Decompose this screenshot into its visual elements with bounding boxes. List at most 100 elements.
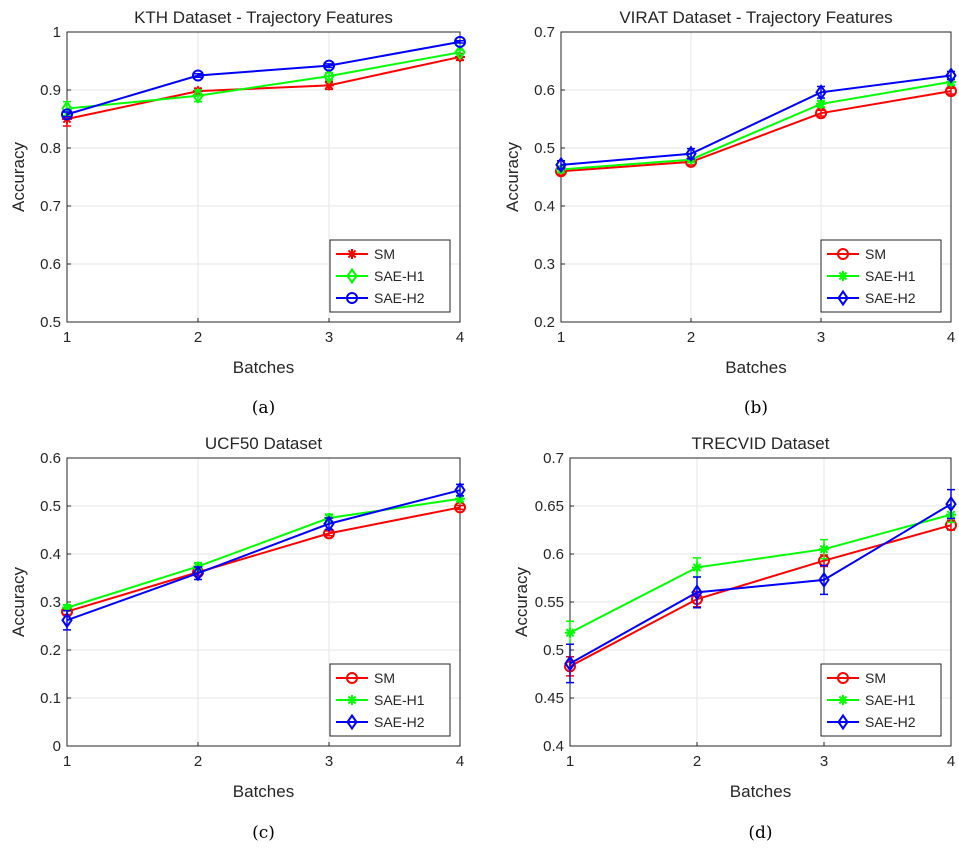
data-point [62,602,72,613]
chart-title: KTH Dataset - Trajectory Features [134,8,393,27]
x-tick-label: 1 [566,753,574,770]
x-tick-label: 3 [820,753,828,770]
legend-label: SM [865,670,886,686]
legend-marker [837,713,849,731]
legend-marker [837,672,849,684]
legend-marker [837,248,849,260]
x-tick-label: 2 [687,329,695,346]
data-point [192,87,204,105]
data-point [945,495,957,513]
legend-label: SAE-H1 [865,692,916,708]
error-bar [456,39,464,44]
series-line [66,40,461,116]
error-bar [325,63,333,69]
x-axis-label: Batches [725,358,786,377]
legend: SM SAE-H1 SAE-H2 [820,663,942,737]
series-sae-h2 [564,488,957,684]
y-tick-label: 0.6 [534,82,555,99]
y-tick-label: 0.2 [534,314,555,331]
series-line [66,506,461,613]
legend-label: SAE-H1 [374,268,425,284]
y-tick-label: 0.45 [535,690,564,707]
x-tick-label: 3 [817,329,825,346]
x-tick-label: 4 [456,329,464,346]
legend-marker [346,292,358,304]
series-line [66,497,461,609]
series-line [569,503,952,665]
data-point [192,69,204,82]
y-tick-label: 1 [53,24,61,41]
x-tick-label: 2 [693,753,701,770]
axes-box [66,457,461,747]
error-bar [63,111,71,118]
series-line [560,90,952,173]
y-tick-label: 0.4 [534,198,555,215]
series-line [66,489,461,622]
x-tick-label: 3 [325,329,333,346]
chart-title: VIRAT Dataset - Trajectory Features [619,8,892,27]
y-tick-label: 0.6 [543,546,564,563]
y-tick-label: 0.5 [40,314,61,331]
data-point [454,44,466,61]
error-bar [947,488,955,520]
series-line [66,51,461,110]
y-tick-label: 0.1 [40,690,61,707]
y-tick-label: 0.6 [40,256,61,273]
chart-panel-3: 0 0.1 0.2 0.3 0.4 0.5 0.6 1 2 3 4 UCF50 Dataset Batc… [9,434,466,843]
series-line [66,55,461,120]
legend-label: SM [374,670,395,686]
y-tick-label: 0.4 [40,546,61,563]
y-tick-label: 0.55 [535,594,564,611]
chart-panel-2: 0.2 0.3 0.4 0.5 0.6 0.7 1 2 3 4 VIRAT Dataset - Tr… [503,8,957,418]
y-axis-label: Accuracy [503,142,522,212]
legend-label: SAE-H2 [374,290,425,306]
legend-marker [837,289,849,307]
series-line [569,513,952,634]
legend-marker [347,695,357,705]
x-tick-label: 4 [947,753,955,770]
legend-label: SAE-H2 [374,714,425,730]
data-point [816,98,826,109]
error-bar [194,73,202,78]
x-tick-label: 4 [456,753,464,770]
y-tick-label: 0.7 [40,198,61,215]
data-point [454,481,466,499]
y-tick-label: 0.5 [543,642,564,659]
chart-title: UCF50 Dataset [205,434,322,453]
data-point [455,51,465,62]
data-point [324,80,334,91]
data-point [455,493,465,504]
data-point [564,655,576,672]
x-tick-label: 1 [557,329,565,346]
data-point [192,564,204,582]
series-sae-h2 [61,35,466,121]
subfigure-caption: (a) [252,398,275,418]
y-tick-label: 0.5 [534,140,555,157]
legend: SM SAE-H1 SAE-H2 [820,239,942,313]
data-point [945,67,957,84]
data-point [685,145,697,163]
error-bar [947,87,955,95]
y-tick-label: 0.65 [535,498,564,515]
axes-box [569,457,952,747]
x-axis-label: Batches [233,358,294,377]
chart-title: TRECVID Dataset [692,434,830,453]
x-tick-label: 2 [194,753,202,770]
error-bar [456,504,464,511]
chart-panel-1: 0.5 0.6 0.7 0.8 0.9 1 1 2 3 4 KTH Dataset - Trajec… [9,8,466,418]
data-point [323,515,335,533]
series-sae-h2 [61,481,466,631]
legend-label: SAE-H2 [865,714,916,730]
subfigure-caption: (d) [748,823,772,843]
x-tick-label: 1 [63,329,71,346]
data-point [323,59,335,72]
x-tick-label: 3 [325,753,333,770]
data-point [565,627,575,638]
axes-box [66,31,461,323]
error-bar [693,576,701,609]
data-point [61,611,73,629]
data-point [691,584,703,601]
data-point [454,35,466,48]
x-axis-label: Batches [233,782,294,801]
series-sae-h1 [61,44,466,117]
